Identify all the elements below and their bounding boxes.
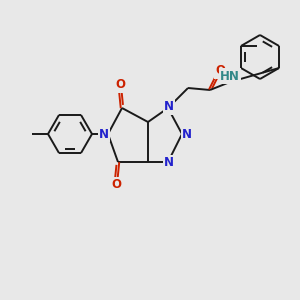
Text: N: N: [164, 100, 174, 113]
Text: O: O: [115, 79, 125, 92]
Text: O: O: [111, 178, 121, 191]
Text: O: O: [215, 64, 225, 77]
Text: N: N: [99, 128, 109, 140]
Text: N: N: [164, 157, 174, 169]
Text: HN: HN: [220, 70, 240, 83]
Text: N: N: [182, 128, 192, 140]
